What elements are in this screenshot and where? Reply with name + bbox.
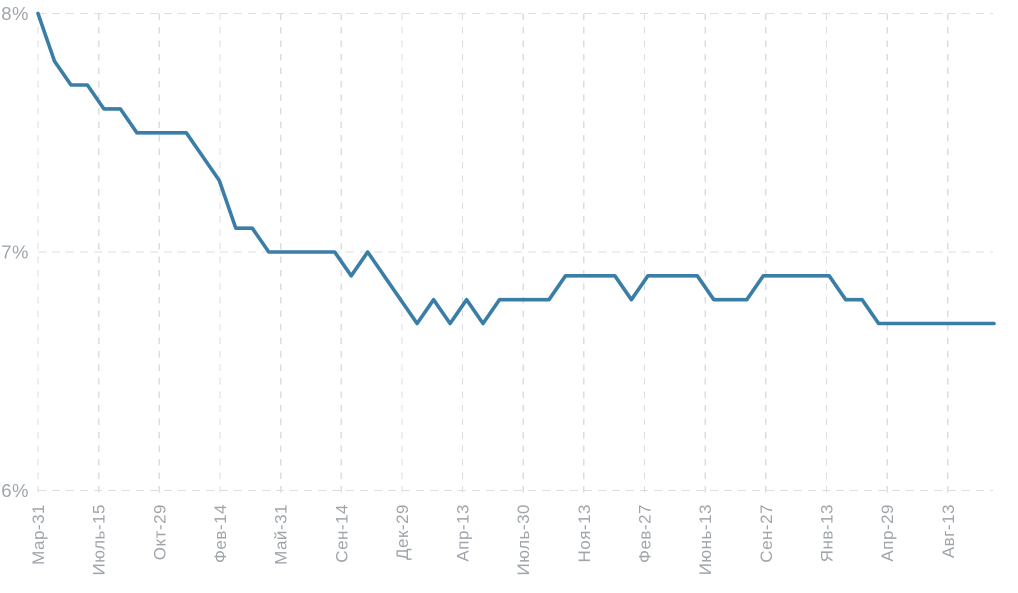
x-axis-label: Июль-30 xyxy=(514,504,533,575)
x-axis-label: Апр-13 xyxy=(454,504,473,562)
x-axis-label: Июнь-13 xyxy=(696,504,715,575)
y-axis-label: 8% xyxy=(1,3,29,24)
x-axis-label: Фев-14 xyxy=(211,504,230,563)
x-axis-label: Сен-27 xyxy=(757,504,776,563)
x-axis-label: Ноя-13 xyxy=(575,504,594,563)
x-axis-label: Апр-29 xyxy=(878,504,897,562)
y-axis-label: 6% xyxy=(1,480,29,501)
x-axis-label: Мар-31 xyxy=(29,504,48,565)
x-axis-label: Июль-15 xyxy=(90,504,109,575)
x-axis-label: Фев-27 xyxy=(636,504,655,563)
x-axis-label: Май-31 xyxy=(272,504,291,565)
x-axis-label: Окт-29 xyxy=(150,504,169,560)
x-axis-label: Авг-13 xyxy=(939,504,958,558)
x-axis-label: Дек-29 xyxy=(393,504,412,560)
x-axis-label: Сен-14 xyxy=(332,504,351,563)
y-axis-label: 7% xyxy=(1,242,29,263)
x-axis-label: Янв-13 xyxy=(817,504,836,562)
rate-series-line xyxy=(36,11,996,326)
